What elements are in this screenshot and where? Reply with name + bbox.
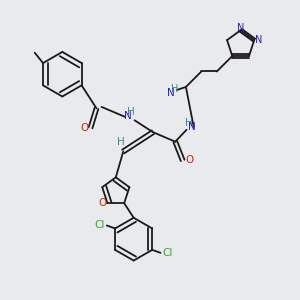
Text: N: N xyxy=(188,122,196,132)
Text: O: O xyxy=(185,155,194,165)
Text: O: O xyxy=(80,123,88,133)
Text: H: H xyxy=(117,137,125,147)
Text: H: H xyxy=(128,107,135,117)
Text: H: H xyxy=(185,118,193,128)
Text: O: O xyxy=(98,198,106,208)
Text: Cl: Cl xyxy=(94,220,105,230)
Text: N: N xyxy=(255,35,262,45)
Text: H: H xyxy=(171,84,178,94)
Text: Cl: Cl xyxy=(163,248,173,258)
Text: N: N xyxy=(237,23,244,33)
Text: N: N xyxy=(124,111,132,122)
Text: N: N xyxy=(167,88,175,98)
